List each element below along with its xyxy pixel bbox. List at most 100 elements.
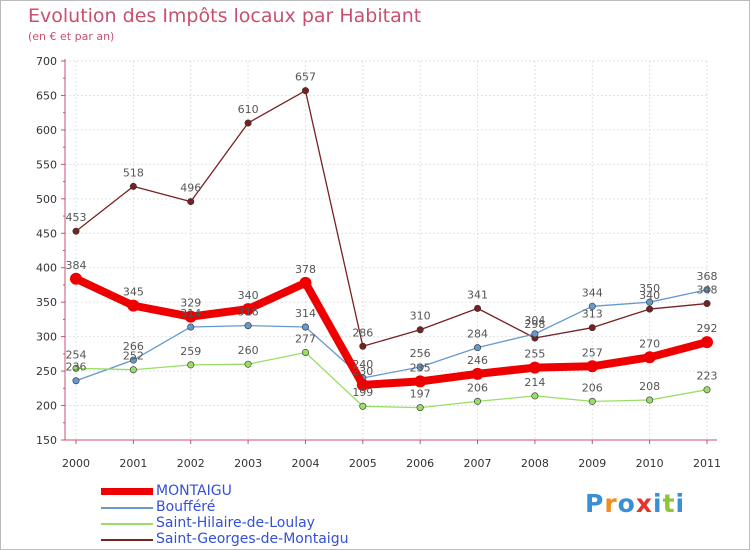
x-tick-label: 2006 — [406, 457, 434, 470]
data-label: 277 — [295, 332, 316, 345]
data-point — [70, 272, 82, 285]
data-point — [187, 361, 195, 369]
logo-letter: t — [662, 489, 676, 518]
data-point — [528, 361, 541, 374]
data-label: 298 — [524, 318, 545, 331]
data-point — [416, 404, 424, 412]
x-tick-label: 2000 — [62, 457, 90, 470]
data-label: 199 — [352, 386, 373, 399]
data-point — [72, 377, 80, 385]
proxiti-logo: Proxiti — [585, 489, 685, 518]
legend-swatch — [101, 507, 153, 509]
series-layer — [70, 87, 713, 412]
x-tick-label: 2008 — [521, 457, 549, 470]
data-point — [416, 326, 424, 334]
data-label: 384 — [66, 259, 87, 272]
data-label: 284 — [467, 328, 488, 341]
data-label: 344 — [582, 286, 603, 299]
data-label: 518 — [123, 166, 144, 179]
x-tick-label: 2003 — [234, 457, 262, 470]
data-point — [531, 392, 539, 400]
logo-letter: P — [585, 489, 605, 518]
data-label: 316 — [238, 306, 259, 319]
chart-title: Evolution des Impôts locaux par Habitant — [28, 5, 422, 27]
data-label: 314 — [295, 307, 316, 320]
data-point — [244, 119, 252, 127]
data-label: 340 — [639, 289, 660, 302]
data-point — [72, 227, 80, 235]
data-label: 378 — [295, 263, 316, 276]
data-point — [72, 364, 80, 372]
data-label: 240 — [352, 358, 373, 371]
y-tick-label: 700 — [36, 55, 57, 68]
data-point — [129, 366, 137, 374]
data-label: 208 — [639, 380, 660, 393]
data-label: 453 — [66, 211, 87, 224]
chart-subtitle: (en € et par an) — [28, 30, 115, 43]
data-label: 254 — [66, 348, 87, 361]
data-label: 329 — [180, 297, 201, 310]
data-label: 496 — [180, 182, 201, 195]
y-tick-label: 200 — [36, 400, 57, 413]
data-label: 223 — [697, 370, 718, 383]
data-label: 657 — [295, 71, 316, 84]
data-point — [474, 344, 482, 352]
data-label: 341 — [467, 288, 488, 301]
logo-letter: o — [617, 489, 636, 518]
data-point — [359, 402, 367, 410]
data-label: 348 — [697, 284, 718, 297]
data-point — [474, 304, 482, 312]
grid-layer — [65, 60, 708, 440]
data-label: 255 — [524, 348, 545, 361]
logo-letter: i — [675, 489, 686, 518]
data-label: 206 — [467, 381, 488, 394]
data-label: 304 — [524, 314, 545, 327]
data-label: 270 — [639, 337, 660, 350]
data-point — [301, 87, 309, 95]
data-label: 236 — [66, 361, 87, 374]
data-label: 259 — [180, 345, 201, 358]
legend-label: Saint-Hilaire-de-Loulay — [156, 515, 315, 531]
data-point — [416, 363, 424, 371]
legend-swatch — [101, 523, 153, 525]
data-point — [703, 286, 711, 294]
data-point — [474, 397, 482, 405]
data-point — [187, 198, 195, 206]
y-tick-label: 600 — [36, 124, 57, 137]
data-point — [701, 336, 713, 349]
data-label: 206 — [582, 381, 603, 394]
data-label: 368 — [697, 270, 718, 283]
legend-label: MONTAIGU — [156, 483, 232, 499]
y-tick-label: 300 — [36, 331, 57, 344]
data-label: 252 — [123, 350, 144, 363]
y-tick-label: 500 — [36, 193, 57, 206]
data-point — [242, 303, 255, 316]
data-label: 286 — [352, 326, 373, 339]
data-label: 197 — [410, 388, 431, 401]
y-tick-label: 550 — [36, 158, 57, 171]
data-point — [588, 324, 596, 332]
data-point — [299, 276, 312, 289]
y-tick-label: 450 — [36, 227, 57, 240]
legend-swatch — [101, 539, 153, 541]
data-point — [646, 305, 654, 313]
axis-layer: 150 200 250 300 350 400 450 500 550 600 650 700 2000… — [36, 55, 721, 470]
data-label: 345 — [123, 286, 144, 299]
data-label: 246 — [467, 354, 488, 367]
y-tick-label: 400 — [36, 262, 57, 275]
data-label: 610 — [238, 103, 259, 116]
logo-letter: i — [653, 489, 663, 518]
data-label: 340 — [238, 289, 259, 302]
x-tick-label: 2004 — [291, 457, 319, 470]
data-point — [586, 360, 599, 373]
data-label: 235 — [410, 361, 431, 374]
series-line-Boufféré — [75, 289, 708, 382]
x-tick-label: 2007 — [464, 457, 492, 470]
data-point — [531, 330, 539, 338]
data-point — [129, 182, 137, 190]
data-point — [244, 360, 252, 368]
x-tick-label: 2011 — [693, 457, 721, 470]
x-tick-label: 2001 — [119, 457, 147, 470]
